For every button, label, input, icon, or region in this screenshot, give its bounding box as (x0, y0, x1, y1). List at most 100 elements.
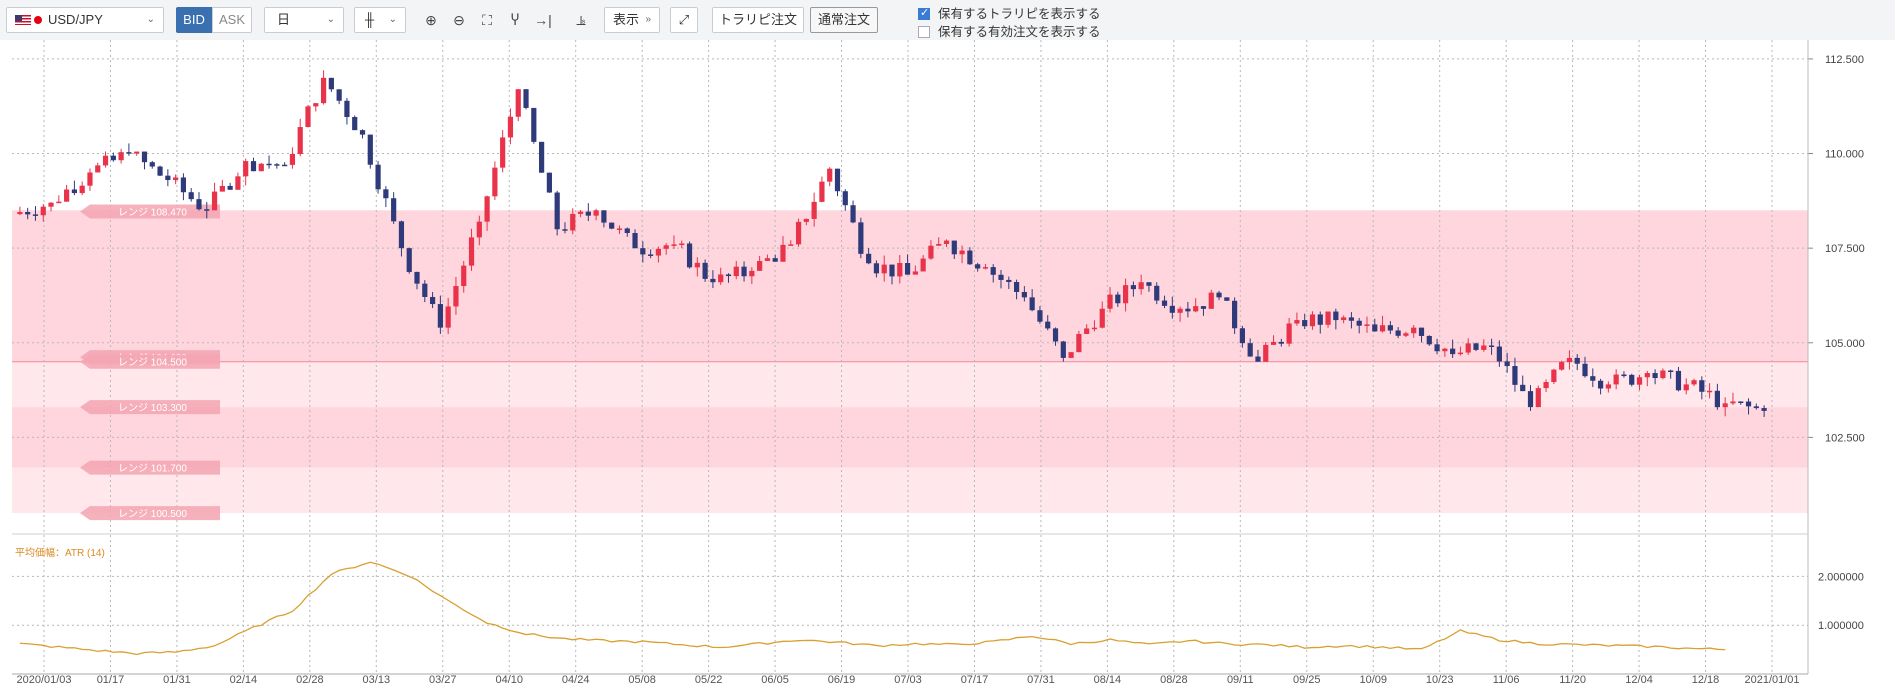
range-tag (80, 204, 220, 219)
candle-body (858, 222, 864, 254)
candle-body (437, 304, 443, 328)
range-tag (80, 506, 220, 521)
candle-body (141, 151, 148, 163)
period-select[interactable]: 日 ⌄ (264, 7, 344, 33)
fit-icon[interactable]: ⛶ (482, 12, 492, 28)
candle-body (1325, 311, 1331, 325)
show-orders-checkbox[interactable] (918, 26, 930, 38)
candle-body (1084, 328, 1090, 334)
candle-body (1286, 323, 1292, 344)
candle-body (1052, 328, 1059, 342)
candle-body (936, 243, 942, 246)
candle-body (1341, 317, 1347, 321)
candle-body (1535, 388, 1541, 408)
x-tick-label: 11/20 (1559, 674, 1586, 686)
candle-body (1644, 373, 1650, 378)
candle-body (1652, 373, 1658, 379)
candle-body (40, 206, 46, 216)
range-zone (12, 361, 1808, 408)
candle-body (328, 77, 334, 90)
toolbar: USD/JPY ⌄ BID ASK 日 ⌄ ╫ ⌄ ⊕ ⊖ ⛶ Ⴤ →| ⫡ 表… (0, 0, 1895, 41)
display-menu[interactable]: 表示 » (604, 7, 660, 33)
candle-body (48, 202, 54, 207)
candle-body (258, 163, 264, 172)
candle-body (1146, 282, 1152, 286)
candle-body (282, 164, 288, 167)
candle-body (632, 233, 638, 249)
candle-body (1107, 294, 1113, 309)
drawing-tools-icon[interactable]: Ⴤ (510, 12, 520, 28)
candle-body (64, 189, 70, 202)
candle-body (1683, 384, 1689, 391)
bid-button[interactable]: BID (176, 7, 212, 33)
show-trails-label: 保有するトラリピを表示する (938, 7, 1101, 21)
candle-body (710, 278, 716, 283)
candle-body (429, 296, 436, 305)
candle-body (235, 176, 241, 190)
chart-type-select[interactable]: ╫ ⌄ (354, 7, 406, 33)
x-tick-label: 01/17 (97, 674, 125, 686)
candle-body (1699, 380, 1705, 392)
normal-order-button[interactable]: 通常注文 (810, 7, 878, 33)
zoom-in-icon[interactable]: ⊕ (425, 12, 437, 28)
candle-body (165, 175, 171, 181)
candle-body (1208, 292, 1214, 309)
range-tag (80, 400, 220, 415)
candle-body (531, 107, 537, 142)
candle-body (1379, 325, 1386, 332)
candle-body (1488, 345, 1495, 347)
scroll-to-end-icon[interactable]: →| (534, 12, 552, 28)
show-orders-option[interactable]: 保有する有効注文を表示する (918, 21, 1101, 40)
show-trails-option[interactable]: 保有するトラリピを表示する (918, 3, 1101, 22)
candle-body (149, 162, 155, 167)
candle-body (764, 258, 771, 261)
zoom-out-icon[interactable]: ⊖ (453, 12, 465, 28)
candle-body (998, 274, 1004, 280)
candle-body (344, 100, 350, 118)
candle-body (1426, 335, 1432, 345)
candle-body (1520, 384, 1526, 392)
atr-tick-label: 2.000000 (1818, 571, 1864, 583)
x-tick-label: 02/28 (296, 674, 324, 686)
candle-body (1559, 362, 1565, 370)
candle-body (1636, 377, 1643, 385)
candle-body (1613, 374, 1619, 385)
candle-body (842, 191, 848, 206)
candle-body (912, 271, 918, 275)
trail-order-button[interactable]: トラリピ注文 (712, 7, 804, 33)
candle-body (1551, 369, 1557, 383)
candle-body (803, 218, 809, 222)
show-trails-checkbox[interactable] (918, 6, 930, 20)
candle-body (951, 240, 957, 255)
candle-body (56, 201, 62, 204)
candle-body (702, 262, 708, 279)
candle-body (1232, 300, 1238, 329)
candle-body (1590, 376, 1596, 381)
candle-body (904, 263, 911, 275)
ask-button[interactable]: ASK (212, 7, 252, 33)
candle-body (655, 248, 661, 256)
x-tick-label: 07/03 (894, 674, 922, 686)
symbol-select[interactable]: USD/JPY ⌄ (6, 7, 164, 33)
range-tag-label: レンジ 103.300 (118, 403, 187, 414)
x-tick-label: 02/14 (230, 674, 258, 686)
add-indicator-icon[interactable]: ⫡ (576, 12, 586, 28)
expand-icon[interactable]: ⤢ (670, 7, 698, 33)
candle-body (1177, 308, 1183, 313)
candle-body (593, 210, 599, 216)
candle-body (173, 177, 179, 181)
candle-body (928, 245, 934, 259)
candle-body (1574, 357, 1580, 364)
candle-body (1115, 294, 1121, 304)
candle-body (570, 213, 576, 231)
candle-body (616, 228, 623, 230)
candle-body (640, 248, 646, 255)
candle-body (577, 211, 584, 214)
candle-body (1037, 310, 1043, 322)
candle-body (873, 263, 880, 274)
x-tick-label: 10/09 (1359, 674, 1387, 686)
candle-body (500, 137, 506, 168)
candle-body (1722, 403, 1728, 408)
candle-body (967, 250, 973, 265)
candle-body (990, 267, 996, 275)
